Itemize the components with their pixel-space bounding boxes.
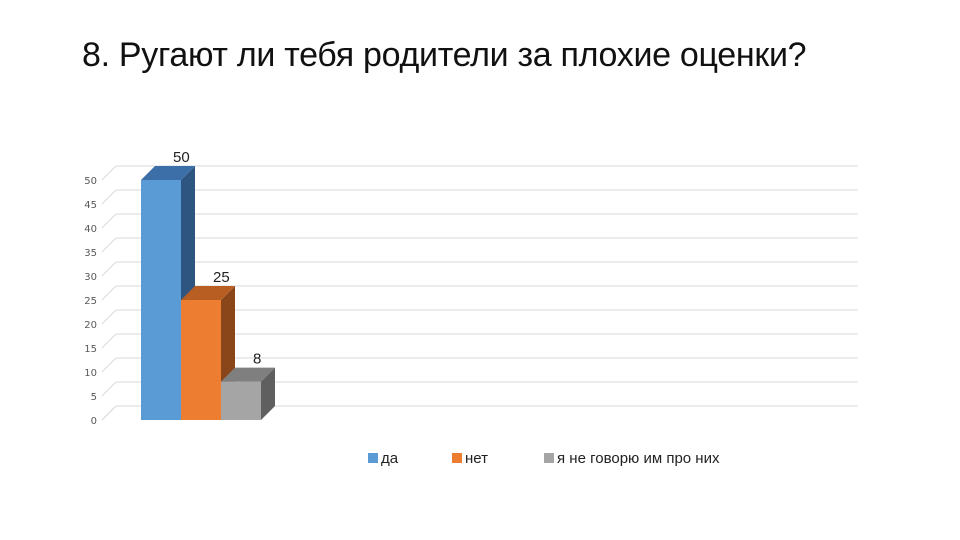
gridline-diagonal (101, 261, 117, 277)
gridline-diagonal (101, 237, 117, 253)
data-label: 25 (213, 269, 230, 286)
y-tick-label: 0 (91, 416, 97, 427)
legend: да нет я не говорю им про них (368, 450, 720, 467)
legend-label: нет (465, 450, 488, 467)
gridline-diagonal (101, 381, 117, 397)
bar-front-face (181, 300, 221, 420)
gridline-diagonal (101, 309, 117, 325)
y-tick-label: 35 (84, 248, 97, 259)
y-tick-label: 15 (84, 344, 97, 355)
y-axis-ticks: 0 5 10 15 20 25 30 35 40 45 50 (84, 176, 97, 427)
bar-top-face (181, 286, 235, 300)
legend-item-3: я не говорю им про них (544, 450, 720, 467)
chart-title: 8. Ругают ли тебя родители за плохие оце… (82, 36, 807, 74)
legend-item-1: да (368, 450, 399, 467)
gridline-diagonal (101, 189, 117, 205)
y-tick-label: 20 (84, 320, 97, 331)
legend-label: я не говорю им про них (557, 450, 720, 467)
gridline-diagonal (101, 213, 117, 229)
gridline-diagonal (101, 285, 117, 301)
bar-top-face (221, 367, 275, 382)
y-tick-label: 25 (84, 296, 97, 307)
y-tick-label: 30 (84, 272, 97, 283)
legend-label: да (381, 450, 399, 467)
gridlines (101, 165, 858, 421)
gridline-diagonal (101, 357, 117, 373)
y-tick-label: 40 (84, 224, 97, 235)
floor-edge (101, 405, 117, 421)
gridline-diagonal (101, 165, 117, 181)
legend-swatch (544, 453, 554, 463)
data-labels: 50 25 8 (173, 149, 261, 368)
data-label: 50 (173, 149, 190, 166)
gridline-diagonal (101, 333, 117, 349)
bar-top-face (141, 166, 195, 180)
y-tick-label: 10 (84, 368, 97, 379)
y-tick-label: 50 (84, 176, 97, 187)
bar-front-face (221, 381, 261, 420)
data-label: 8 (253, 351, 261, 368)
bar-3 (221, 367, 275, 420)
bars (141, 166, 275, 420)
bar-front-face (141, 180, 181, 420)
legend-item-2: нет (452, 450, 488, 467)
y-tick-label: 45 (84, 200, 97, 211)
bar-side-face (261, 367, 275, 420)
legend-swatch (452, 453, 462, 463)
legend-swatch (368, 453, 378, 463)
y-tick-label: 5 (91, 392, 97, 403)
